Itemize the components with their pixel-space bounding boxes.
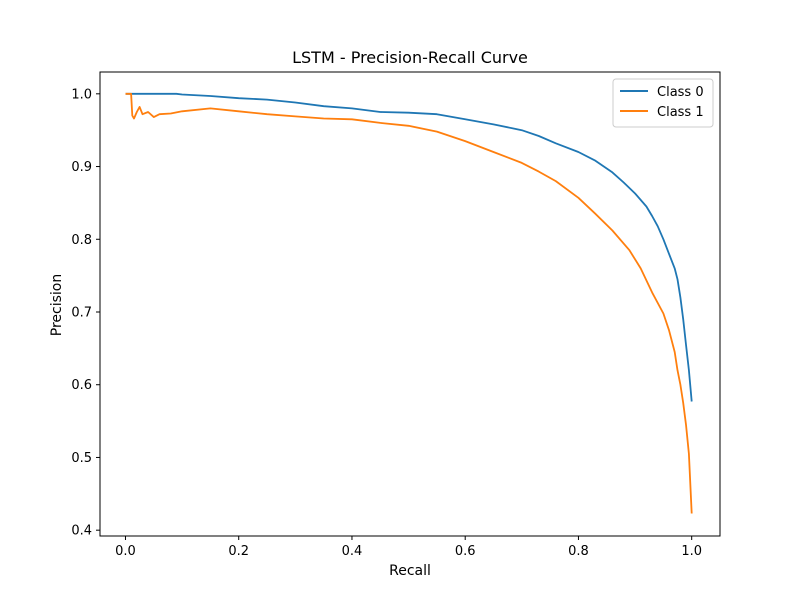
- legend: Class 0 Class 1: [612, 78, 714, 128]
- y-tick-label: 0.8: [71, 233, 92, 248]
- chart-title: LSTM - Precision-Recall Curve: [292, 48, 528, 67]
- y-tick-label: 0.5: [71, 451, 92, 466]
- x-axis-ticks: 0.0 0.2 0.4 0.6 0.8 1.0: [115, 536, 702, 559]
- x-tick-label: 0.6: [455, 544, 476, 559]
- series-line-class-0: [125, 92, 693, 402]
- y-tick-label: 0.6: [71, 378, 92, 393]
- x-tick-label: 0.8: [568, 544, 589, 559]
- y-tick-label: 0.7: [71, 306, 92, 321]
- x-tick-label: 0.0: [115, 544, 136, 559]
- y-tick-label: 0.4: [71, 524, 92, 539]
- plot-area: [99, 71, 721, 537]
- y-tick-label: 1.0: [71, 87, 92, 102]
- y-axis-label: Precision: [49, 274, 65, 336]
- x-tick-label: 0.2: [228, 544, 249, 559]
- y-tick-label: 0.9: [71, 160, 92, 175]
- series-layer: [125, 92, 693, 514]
- x-tick-label: 1.0: [681, 544, 702, 559]
- legend-label-class-1: Class 1: [657, 105, 704, 120]
- axes-frame: [99, 71, 721, 537]
- legend-label-class-0: Class 0: [657, 85, 704, 100]
- x-axis-label: Recall: [389, 563, 431, 579]
- series-line-class-1: [125, 92, 693, 514]
- x-tick-label: 0.4: [342, 544, 363, 559]
- y-axis-ticks: 0.4 0.5 0.6 0.7 0.8 0.9 1.0: [71, 87, 100, 539]
